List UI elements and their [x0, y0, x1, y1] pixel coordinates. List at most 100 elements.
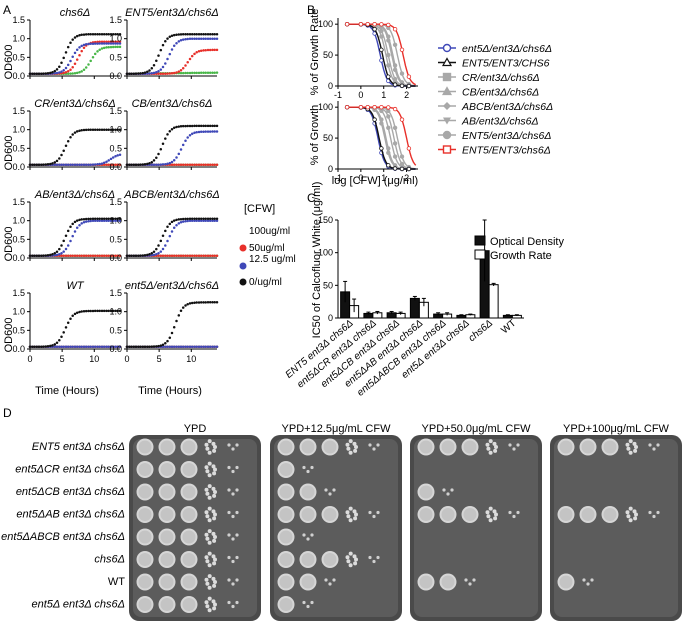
curve-point-blue: [53, 163, 57, 167]
colony-spot-core: [419, 508, 433, 521]
curve-point-black: [64, 51, 68, 54]
growth-plot-title: ENT5/ent3Δ/chs6Δ: [125, 7, 219, 19]
curve-point-blue: [102, 42, 106, 45]
y-tick-label: 0.5: [109, 325, 122, 335]
curve-point-blue: [80, 345, 83, 349]
colony: [472, 578, 476, 582]
curve-point-blue: [211, 37, 214, 40]
y-tick-label: 1.0: [12, 125, 25, 135]
curve-point-blue: [150, 254, 154, 257]
curve-point-black: [215, 32, 219, 36]
curve-point-black: [82, 33, 86, 36]
colony: [485, 510, 490, 515]
curve-point-blue: [71, 234, 74, 238]
curve-point-green: [69, 72, 72, 75]
colony-spot-core: [138, 553, 152, 566]
curve-point-black: [33, 163, 36, 166]
colony: [442, 488, 446, 492]
curve-point-black: [164, 137, 167, 140]
legend-label-gr: Growth Rate: [490, 250, 552, 262]
curve-point-blue: [159, 250, 163, 253]
curve-point-blue: [213, 219, 216, 222]
data-point: [392, 42, 398, 47]
colony: [512, 514, 516, 519]
curve-point-red: [159, 254, 163, 258]
y-tick-label: 0.0: [109, 253, 122, 263]
curve-point-black: [193, 124, 196, 128]
x-tick-label: 5: [157, 354, 162, 364]
curve-point-blue: [62, 345, 65, 349]
data-point: [386, 74, 391, 79]
curve-point-black: [179, 309, 183, 313]
curve-point-blue: [60, 345, 63, 349]
curve-point-black: [118, 32, 122, 36]
curve-point-green: [197, 71, 201, 75]
curve-point-black: [91, 309, 95, 313]
curve-point-black: [73, 36, 77, 39]
curve-point-blue: [202, 345, 205, 349]
curve-point-blue: [202, 37, 205, 40]
curve-point-red: [170, 163, 174, 167]
curve-point-blue: [155, 71, 158, 74]
curve-point-black: [146, 70, 149, 74]
x-tick-label: 10: [186, 354, 196, 364]
curve-point-black: [46, 163, 50, 166]
curve-point-blue: [105, 42, 108, 45]
category-label: chs6Δ: [467, 318, 496, 345]
curve-point-black: [42, 254, 45, 257]
data-point: [406, 146, 412, 151]
curve-point-blue: [55, 253, 59, 257]
curve-point-black: [193, 217, 196, 221]
curve-point-blue: [102, 161, 106, 165]
curve-point-black: [98, 309, 101, 313]
curve-point-blue: [87, 219, 90, 223]
colony: [211, 576, 216, 581]
colony: [205, 446, 210, 451]
colony-spot-core: [138, 598, 152, 611]
colony: [586, 582, 590, 586]
curve-point-black: [118, 309, 122, 313]
curve-point-black: [204, 301, 207, 304]
curve-point-black: [111, 32, 115, 36]
curve-point-black: [42, 163, 45, 166]
curve-point-black: [197, 32, 201, 36]
colony: [207, 608, 212, 613]
colony: [227, 488, 231, 492]
colony: [468, 582, 472, 586]
curve-point-red: [62, 71, 65, 75]
curve-point-blue: [114, 219, 117, 222]
curve-point-red: [179, 69, 183, 72]
curve-point-blue: [177, 222, 181, 225]
colony-spot-core: [138, 440, 152, 454]
colony-spot-core: [182, 553, 196, 566]
curve-point-black: [102, 309, 106, 313]
curve-point-black: [49, 71, 52, 75]
curve-point-blue: [146, 72, 149, 75]
legend-label: ENT5/ENT3/chs6Δ: [462, 145, 551, 157]
growth-plot: CB/ent3Δ/chs6Δ 0.0 0.5 1.0 1.5: [109, 98, 219, 172]
curve-point-black: [166, 225, 169, 229]
curve-point-red: [75, 58, 79, 61]
curve-point-black: [102, 128, 106, 131]
curve-point-blue: [105, 345, 108, 349]
colony: [485, 442, 490, 447]
curve-point-blue: [202, 219, 205, 222]
curve-point-blue: [87, 163, 90, 166]
curve-point-black: [159, 239, 163, 243]
curve-point-black: [107, 32, 110, 36]
colony-spot-core: [182, 508, 196, 521]
panel-a-ylabel-1: OD600: [3, 45, 15, 80]
plate-agar: [133, 439, 257, 617]
colony: [328, 582, 332, 586]
curve-point-blue: [53, 345, 57, 349]
colony: [372, 559, 376, 564]
colony-spot-core: [279, 440, 293, 454]
colony: [625, 442, 630, 447]
curve-point-red: [211, 48, 214, 52]
curve-point-red: [202, 163, 205, 167]
curve-point-green: [179, 71, 183, 75]
curve-point-red: [166, 72, 169, 75]
panel-a-growth-curves: chs6Δ0.00.51.01.5ENT5/ent3Δ/chs6Δ0.00.51…: [12, 7, 219, 364]
curve-point-black: [114, 217, 117, 221]
curve-point-black: [93, 128, 97, 131]
